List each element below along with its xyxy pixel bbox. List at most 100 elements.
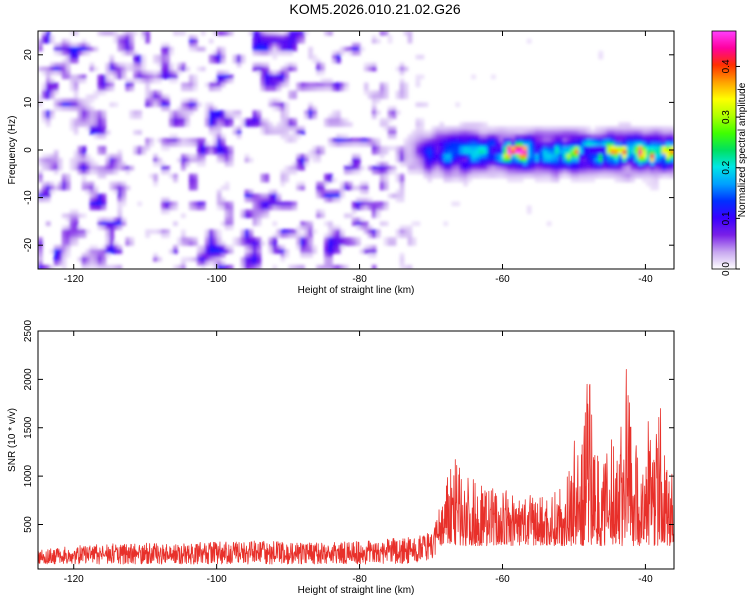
heatmap-cell xyxy=(403,233,409,238)
heatmap-cell xyxy=(300,86,305,92)
heatmap-cell xyxy=(459,157,464,163)
heatmap-cell xyxy=(515,157,520,163)
heatmap-cell xyxy=(216,46,222,52)
heatmap-cell xyxy=(165,201,170,207)
heatmap-cell xyxy=(411,165,417,171)
heatmap-cell xyxy=(598,161,604,167)
heatmap-cell xyxy=(105,233,111,238)
heatmap-cell xyxy=(272,237,278,242)
heatmap-cell xyxy=(546,221,552,226)
heatmap-cell xyxy=(240,54,246,60)
heatmap-cell xyxy=(260,50,266,56)
heatmap-cell xyxy=(89,126,95,131)
heatmap-cell xyxy=(45,161,51,167)
heatmap-cell xyxy=(507,150,512,155)
heatmap-cell xyxy=(387,110,393,115)
colorbar-tick-label: 0.4 xyxy=(721,59,732,73)
heatmap-cell xyxy=(356,157,361,163)
heatmap-cell xyxy=(145,98,150,103)
heatmap-cell xyxy=(252,217,258,222)
heatmap-cell xyxy=(288,169,294,175)
heatmap-cell xyxy=(93,165,99,171)
heatmap-cell xyxy=(121,74,127,80)
heatmap-cell xyxy=(598,146,604,151)
heatmap-cell xyxy=(574,150,580,155)
heatmap-cell xyxy=(534,138,540,143)
heatmap-cell xyxy=(61,46,67,52)
heatmap-cell xyxy=(212,253,218,258)
heatmap-cell xyxy=(463,146,468,151)
heatmap-cell xyxy=(308,54,313,60)
heatmap-cell xyxy=(324,82,329,88)
heatmap-cell xyxy=(415,221,421,226)
heatmap-cell xyxy=(173,201,178,207)
heatmap-cell xyxy=(113,217,119,222)
heatmap-cell xyxy=(471,169,476,175)
heatmap-cell xyxy=(479,169,484,175)
heatmap-cell xyxy=(546,126,552,131)
heatmap-cell xyxy=(419,146,425,151)
heatmap-cell xyxy=(359,221,365,226)
heatmap-cell xyxy=(550,157,556,163)
heatmap-cell xyxy=(451,146,456,151)
heatmap-cell xyxy=(97,169,103,175)
heatmap-cell xyxy=(352,161,357,167)
heatmap-cell xyxy=(157,138,162,143)
heatmap-cell xyxy=(61,98,67,103)
heatmap-cell xyxy=(280,38,286,44)
heatmap-cell xyxy=(336,189,341,195)
heatmap-cell xyxy=(626,165,631,171)
heatmap-cell xyxy=(77,122,83,127)
heatmap-cell xyxy=(264,74,270,80)
heatmap-cell xyxy=(530,134,536,139)
heatmap-cell xyxy=(423,153,429,159)
heatmap-cell xyxy=(320,150,325,155)
heatmap-cell xyxy=(280,126,286,131)
heatmap-cell xyxy=(61,237,67,242)
heatmap-cell xyxy=(451,201,456,207)
heatmap-cell xyxy=(427,134,433,139)
heatmap-cell xyxy=(439,130,445,135)
heatmap-cell xyxy=(578,138,584,143)
heatmap-cell xyxy=(483,150,488,155)
heatmap-cell xyxy=(161,233,166,238)
heatmap-cell xyxy=(105,225,111,230)
heatmap-cell xyxy=(602,161,608,167)
heatmap-cell xyxy=(97,221,103,226)
heatmap-cell xyxy=(550,130,556,135)
heatmap-cell xyxy=(228,78,234,84)
heatmap-cell xyxy=(224,70,230,76)
heatmap-cell xyxy=(61,233,67,238)
heatmap-cell xyxy=(61,38,67,44)
heatmap-cell xyxy=(248,261,254,266)
heatmap-cell xyxy=(407,31,413,36)
heatmap-cell xyxy=(248,233,254,238)
heatmap-cell xyxy=(447,126,453,131)
heatmap-cell xyxy=(320,82,325,88)
heatmap-cell xyxy=(487,130,492,135)
heatmap-cell xyxy=(77,98,83,103)
heatmap-cell xyxy=(300,130,305,135)
heatmap-cell xyxy=(562,150,568,155)
heatmap-cell xyxy=(379,201,385,207)
heatmap-cell xyxy=(109,229,115,234)
heatmap-cell xyxy=(658,130,663,135)
heatmap-cell xyxy=(200,265,206,269)
heatmap-cell xyxy=(459,169,464,175)
heatmap-cell xyxy=(284,201,290,207)
heatmap-cell xyxy=(38,66,43,72)
heatmap-cell xyxy=(634,169,639,175)
heatmap-cell xyxy=(399,70,405,76)
heatmap-cell xyxy=(41,38,47,44)
heatmap-cell xyxy=(304,153,309,159)
heatmap-cell xyxy=(165,66,170,72)
heatmap-cell xyxy=(284,173,290,179)
heatmap-cell xyxy=(93,197,99,203)
heatmap-cell xyxy=(109,241,115,246)
heatmap-cell xyxy=(475,165,480,171)
heatmap-cell xyxy=(646,146,651,151)
heatmap-cell xyxy=(252,249,258,254)
heatmap-cell xyxy=(594,157,600,163)
heatmap-cell xyxy=(81,177,87,183)
heatmap-cell xyxy=(153,161,158,167)
